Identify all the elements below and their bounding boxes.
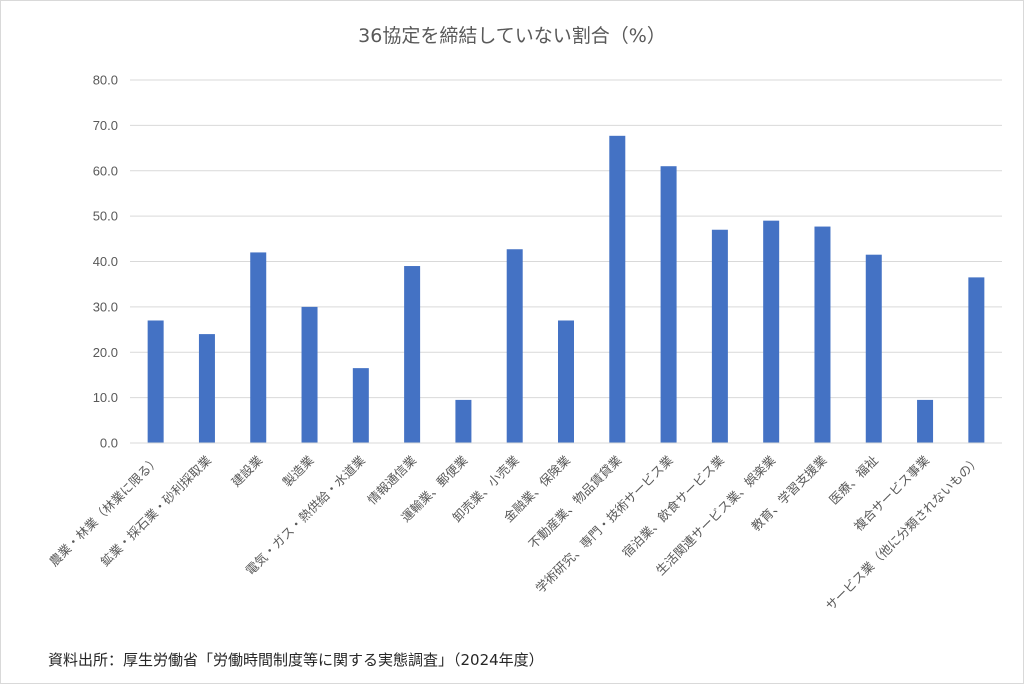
x-tick-label: 建設業 (228, 452, 265, 489)
x-tick-label: 情報通信業 (364, 452, 419, 507)
chart-title: 36協定を締結していない割合（%） (358, 25, 666, 47)
y-tick-label: 30.0 (93, 299, 118, 314)
bar (352, 368, 369, 443)
bar (814, 226, 831, 443)
bar (917, 399, 934, 443)
x-tick-label: 医療、福祉 (826, 452, 881, 507)
bar (968, 277, 985, 443)
bar (404, 266, 421, 443)
x-tick-label: 不動産業、物品賃貸業 (525, 452, 624, 551)
bar (609, 135, 626, 443)
y-tick-label: 0.0 (100, 436, 118, 451)
x-tick-label: 宿泊業、飲食サービス業 (619, 452, 727, 560)
bar (455, 399, 472, 443)
bar (660, 166, 677, 443)
bar (506, 249, 523, 443)
y-tick-label: 60.0 (93, 163, 118, 178)
y-tick-label: 40.0 (93, 254, 118, 269)
y-tick-label: 70.0 (93, 118, 118, 133)
bar (763, 220, 780, 443)
bar (711, 229, 728, 443)
bar (250, 252, 267, 443)
bar (147, 320, 164, 443)
x-axis-labels: 農業・林業（林業に限る）鉱業・採石業・砂利採取業 建設業 製造業電気・ガス・熱供給・… (46, 452, 983, 613)
bar (301, 306, 318, 443)
y-tick-label: 50.0 (93, 209, 118, 224)
y-tick-label: 80.0 (93, 73, 118, 88)
gridlines (130, 79, 1002, 399)
y-tick-label: 20.0 (93, 345, 118, 360)
source-note: 資料出所：厚生労働省「労働時間制度等に関する実態調査」（2024年度） (48, 651, 544, 669)
bars (147, 135, 985, 443)
bar (865, 254, 882, 443)
bar (558, 320, 574, 443)
bar (198, 334, 215, 443)
y-tick-label: 10.0 (93, 390, 118, 405)
x-tick-label: 製造業 (280, 452, 317, 489)
y-axis-ticks: 0.0 10.0 20.0 30.0 40.0 50.0 60.0 70.0 80.0 (93, 73, 118, 451)
